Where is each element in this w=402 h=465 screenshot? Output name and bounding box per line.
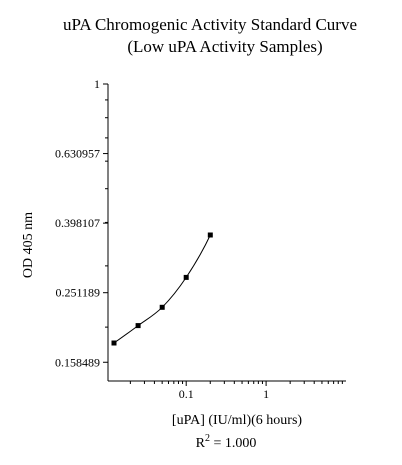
x-axis-label: [uPA] (IU/ml)(6 hours): [172, 413, 302, 428]
x-tick-label: 0.1: [179, 387, 194, 401]
r-squared-value: = 1.000: [210, 436, 256, 451]
data-point: [135, 323, 141, 329]
fitted-curve: [113, 234, 211, 344]
chart-title: uPA Chromogenic Activity Standard Curve: [63, 15, 357, 34]
y-axis-label: OD 405 nm: [21, 212, 36, 278]
data-point: [183, 274, 189, 280]
data-points: [111, 232, 213, 346]
data-point: [159, 304, 165, 310]
data-point: [111, 340, 117, 346]
fitted-curve-path: [113, 234, 211, 344]
y-tick-label: 0.251189: [55, 286, 100, 300]
y-tick-label: 0.630957: [55, 147, 100, 161]
y-tick-label: 0.398107: [55, 216, 100, 230]
axes: 0.158489 0.251189 0.398107 0.630957 1 0.1 1: [55, 77, 346, 401]
data-point: [207, 232, 213, 238]
r-squared-symbol: R: [196, 436, 206, 451]
x-tick-label: 1: [263, 387, 269, 401]
y-tick-label: 1: [94, 77, 100, 91]
chart-subtitle: (Low uPA Activity Samples): [127, 37, 322, 56]
y-tick-label: 0.158489: [55, 355, 100, 369]
r-squared-superscript: 2: [205, 433, 210, 444]
r-squared-annotation: R2 = 1.000: [196, 433, 257, 451]
